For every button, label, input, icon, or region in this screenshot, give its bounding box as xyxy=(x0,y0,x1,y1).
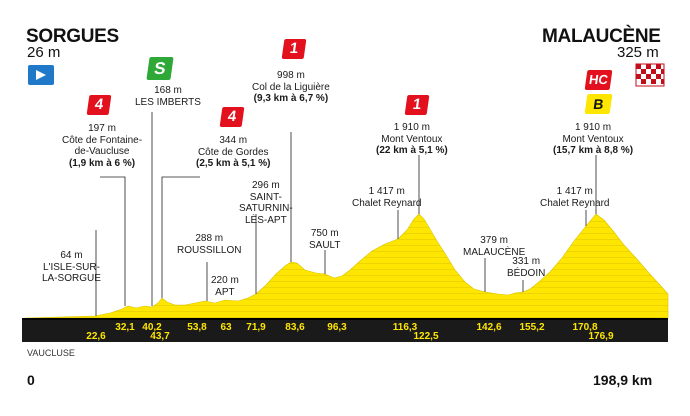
km-mark: 96,3 xyxy=(327,322,347,333)
elevation-profile xyxy=(24,213,669,319)
km-mark: 83,6 xyxy=(285,322,305,333)
bonus-badge-ventoux: B xyxy=(584,94,613,114)
cat1-badge-liguiere: 1 xyxy=(281,39,307,59)
km-mark: 122,5 xyxy=(413,331,439,342)
start-flag-icon xyxy=(28,65,54,85)
label-chalet-reynard-2: 1 417 m Chalet Reynard xyxy=(540,186,610,209)
km-mark: 170,8 xyxy=(572,322,598,333)
label-malaucene: 379 m MALAUCÈNE xyxy=(463,235,526,258)
hc-badge-ventoux: HC xyxy=(584,70,613,90)
km-mark: 63 xyxy=(220,322,232,333)
km-mark: 142,6 xyxy=(476,322,502,333)
label-chalet-reynard-1: 1 417 m Chalet Reynard xyxy=(352,186,422,209)
label-col-liguiere: 998 m Col de la Liguière (9,3 km à 6,7 %) xyxy=(252,70,330,104)
start-town: SORGUES xyxy=(26,26,119,47)
distance-start: 0 xyxy=(27,372,35,388)
label-cote-fontaine: 197 m Côte de Fontaine-de-Vaucluse (1,9 km… xyxy=(62,123,143,169)
baseline-band xyxy=(22,318,668,342)
km-mark: 32,1 xyxy=(115,322,135,333)
km-mark: 40,2 xyxy=(142,322,162,333)
km-mark: 71,9 xyxy=(246,322,266,333)
sprint-badge: S xyxy=(146,57,174,80)
label-saint-saturnin: 296 m SAINT- SATURNIN- LÈS-APT xyxy=(239,180,293,226)
km-mark: 155,2 xyxy=(519,322,545,333)
label-roussillon: 288 m ROUSSILLON xyxy=(177,233,242,256)
distance-total: 198,9 km xyxy=(593,372,653,388)
km-mark: 53,8 xyxy=(187,322,207,333)
label-sault: 750 m SAULT xyxy=(309,228,341,251)
cat4-badge-fontaine: 4 xyxy=(86,95,112,115)
leader-lines xyxy=(95,112,597,316)
start-altitude: 26 m xyxy=(27,44,61,61)
label-apt: 220 m APT xyxy=(211,275,239,298)
cat4-badge-gordes: 4 xyxy=(219,107,245,127)
label-isle-sur-la-sorgue: 64 m L'ISLE-SUR- LA-SORGUE xyxy=(42,250,101,284)
km-mark: 22,6 xyxy=(86,331,106,342)
label-mont-ventoux-1: 1 910 m Mont Ventoux (22 km à 5,1 %) xyxy=(376,122,448,156)
label-bedoin: 331 m BÉDOIN xyxy=(507,256,546,279)
department-label: VAUCLUSE xyxy=(27,348,75,358)
finish-flag-icon xyxy=(635,63,665,87)
label-cote-gordes: 344 m Côte de Gordes (2,5 km à 5,1 %) xyxy=(196,135,271,169)
label-mont-ventoux-2: 1 910 m Mont Ventoux (15,7 km à 8,8 %) xyxy=(553,122,634,156)
finish-town: MALAUCÈNE xyxy=(542,26,661,47)
finish-altitude: 325 m xyxy=(617,44,659,61)
km-mark: 176,9 xyxy=(588,331,614,342)
km-mark: 116,3 xyxy=(392,322,418,333)
km-mark: 43,7 xyxy=(150,331,170,342)
label-les-imberts: 168 m LES IMBERTS xyxy=(135,85,201,108)
cat1-badge-ventoux: 1 xyxy=(404,95,430,115)
